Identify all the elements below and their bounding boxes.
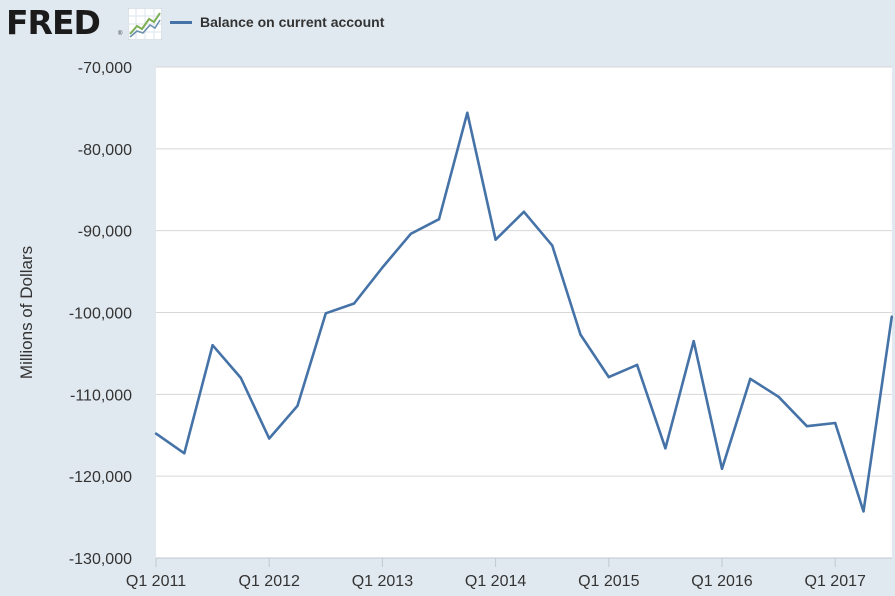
y-tick-label: -70,000 — [78, 60, 132, 77]
series-points: Q1 2011: -114,800 Q2 2011: -117,200 Q3 201… — [154, 111, 893, 513]
data-point[interactable]: Q3 2016: -110,300 — [777, 395, 780, 398]
data-point[interactable]: Q4 2011: -108,000 — [239, 376, 243, 380]
y-tick-label: -90,000 — [78, 224, 132, 241]
data-point[interactable]: Q3 2013: -88,600 — [437, 218, 441, 221]
data-point[interactable]: Q1 2014: -91,100 — [494, 238, 497, 241]
data-point[interactable]: Q2 2016: -108,100 — [749, 377, 752, 380]
legend-series-swatch — [170, 20, 192, 24]
legend-series-label: Balance on current account — [200, 14, 385, 30]
data-point[interactable]: Q4 2013: -75,600 — [466, 111, 469, 115]
data-point[interactable]: Q1 2012: -115,400 — [268, 437, 271, 440]
data-point[interactable]: Q3 2012: -100,100 — [324, 312, 327, 315]
data-point[interactable]: Q4 2016: -113,900 — [805, 425, 809, 428]
data-point[interactable]: Q3 2014: -91,800 — [551, 244, 554, 247]
x-tick-label: Q1 2012 — [239, 573, 300, 590]
data-point[interactable]: Q4 2012: -98,900 — [352, 302, 356, 305]
y-tick-label: -130,000 — [69, 551, 132, 568]
chart-header: FRED ® Balance on current account — [0, 0, 895, 48]
x-tick-label: Q1 2015 — [578, 573, 639, 590]
y-tick-label: -80,000 — [78, 142, 132, 159]
data-point[interactable]: Q2 2011: -117,200 — [183, 452, 186, 455]
data-point[interactable]: Q2 2017: -124,300 — [862, 510, 865, 513]
x-tick-label: Q1 2014 — [465, 573, 526, 590]
data-point[interactable]: Q1 2016: -119,100 — [720, 467, 724, 471]
data-point[interactable]: Q2 2015: -106,400 — [635, 363, 639, 367]
x-tick-label: Q1 2013 — [352, 573, 413, 590]
x-tick-label: Q1 2016 — [691, 573, 752, 590]
logo-registered-mark: ® — [118, 31, 123, 37]
data-point[interactable]: Q2 2013: -90,400 — [409, 232, 412, 236]
fred-logo[interactable]: FRED — [6, 3, 101, 42]
data-point[interactable]: Q1 2013: -94,500 — [381, 266, 384, 269]
y-axis: -70,000 -80,000 -90,000 -100,000 -110,000 -12… — [69, 60, 132, 568]
data-point[interactable]: Q3 2015: -116,600 — [664, 447, 667, 450]
fred-trend-chart-icon — [128, 8, 162, 40]
x-axis: Q1 2011 Q1 2012 Q1 2013 Q1 2014 Q1 2015 Q1 20… — [126, 557, 892, 590]
data-point[interactable]: Q1 2015: -107,900 — [607, 375, 610, 379]
data-point[interactable]: Q1 2017: -113,500 — [834, 421, 837, 425]
data-point[interactable]: Q1 2011: -114,800 — [154, 432, 158, 435]
data-point[interactable]: Q4 2015: -103,500 — [692, 339, 695, 343]
data-point[interactable]: Q3 2011: -104,000 — [211, 344, 214, 347]
y-tick-label: -120,000 — [69, 469, 132, 486]
data-point[interactable]: Q2 2012: -111,400 — [296, 404, 299, 407]
chart-legend[interactable]: Balance on current account — [170, 12, 384, 32]
y-tick-label: -100,000 — [69, 306, 132, 323]
y-tick-label: -110,000 — [70, 387, 132, 404]
data-point[interactable]: Q4 2014: -102,700 — [579, 333, 582, 336]
x-tick-label: Q1 2017 — [805, 573, 866, 590]
data-point[interactable]: Q2 2014: -87,700 — [522, 210, 526, 214]
x-tick-label: Q1 2011 — [126, 573, 186, 590]
y-axis-label: Millions of Dollars — [17, 246, 36, 379]
data-point[interactable]: Q3 2017: -100,500 — [890, 315, 893, 318]
